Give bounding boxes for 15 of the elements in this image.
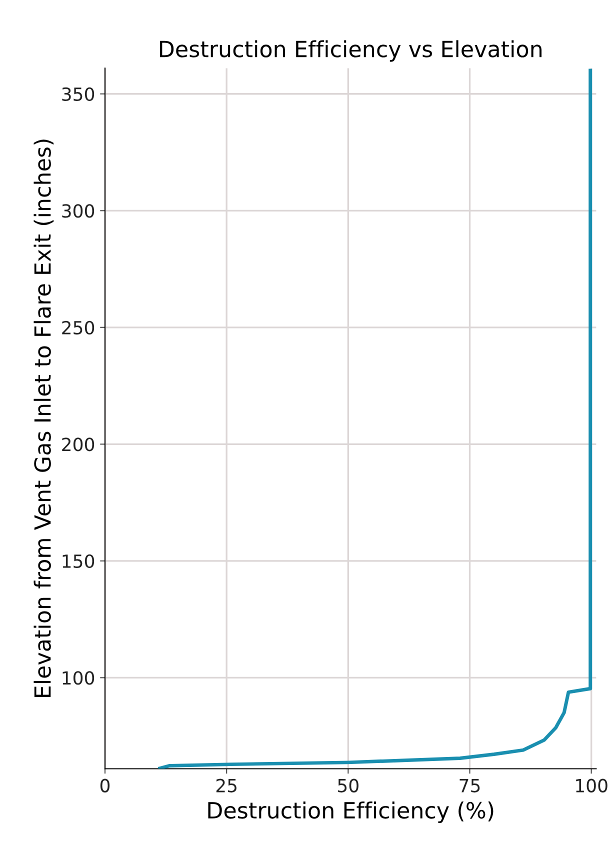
line-series [158, 68, 592, 769]
x-tick-label: 100 [576, 778, 608, 792]
x-tick-label: 0 [100, 778, 110, 792]
y-tick-label: 100 [62, 671, 94, 685]
chart-title: Destruction Efficiency vs Elevation [160, 40, 542, 62]
y-tick-label: 350 [62, 87, 94, 102]
x-axis-title: Destruction Efficiency (%) [208, 802, 494, 824]
y-tick-label: 300 [62, 204, 94, 218]
y-axis-title: Elevation from Vent Gas Inlet to Flare Exit (inches) [34, 140, 54, 697]
y-tick-label: 150 [62, 554, 94, 568]
x-tick-label: 25 [216, 778, 236, 792]
x-tick-label: 75 [460, 779, 480, 792]
y-tick-label: 250 [62, 320, 94, 335]
x-tick-label: 50 [338, 778, 358, 792]
y-tick-label: 200 [62, 438, 94, 452]
